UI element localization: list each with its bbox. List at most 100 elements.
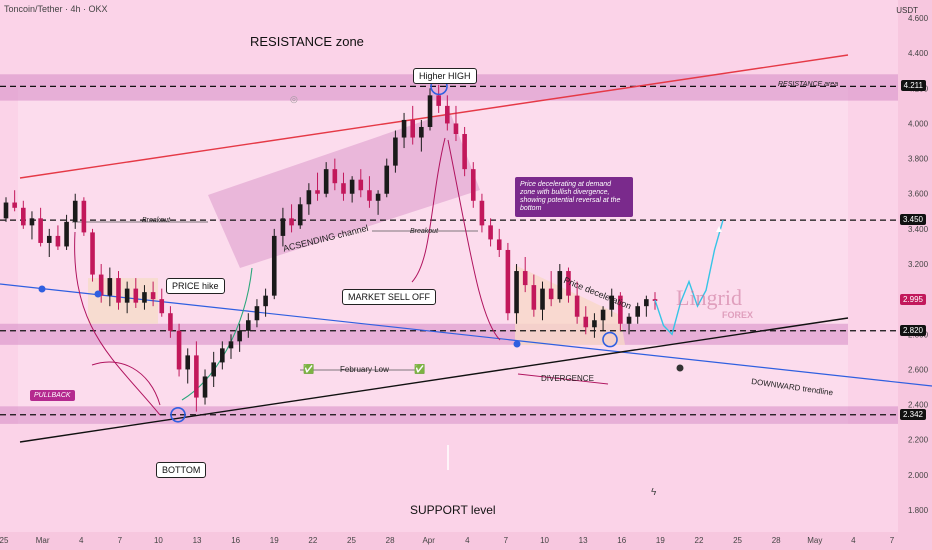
candle-body-10 [90, 232, 95, 275]
currency-label: USDT [896, 6, 918, 15]
higher-high-label: Higher HIGH [413, 68, 477, 84]
candle-body-38 [332, 169, 338, 184]
candle-body-34 [297, 204, 303, 226]
candle-body-73 [635, 306, 640, 317]
candle-body-24 [211, 362, 216, 377]
x-tick-8: 22 [308, 536, 317, 545]
candle-body-25 [220, 348, 225, 363]
candle-body-55 [479, 200, 485, 226]
shaded-region [18, 86, 848, 424]
candle-body-39 [341, 183, 346, 194]
check-icon-left: ✅ [303, 364, 315, 374]
x-tick-21: May [807, 536, 822, 545]
price-tag-4: 2.342 [899, 408, 926, 420]
marker-dot-1 [94, 290, 102, 298]
candle-body-57 [496, 239, 502, 250]
candle-body-56 [488, 225, 493, 240]
candle-body-59 [514, 271, 519, 314]
projection-path [654, 219, 724, 336]
y-tick-1: 4.400 [908, 49, 929, 58]
x-tick-6: 16 [231, 536, 240, 545]
candle-body-2 [21, 207, 26, 226]
x-tick-7: 19 [270, 536, 279, 545]
time-axis-background [0, 532, 898, 550]
candle-body-64 [557, 271, 563, 300]
x-tick-22: 4 [851, 536, 856, 545]
analysis-note: Price decelerating at demand zone with b… [515, 177, 633, 218]
resistance-area-label: RESISTANCE area [778, 81, 839, 88]
candle-body-49 [427, 95, 433, 127]
candle-body-43 [375, 193, 381, 201]
lightning-icon[interactable]: ϟ [651, 487, 657, 498]
x-tick-23: 7 [890, 536, 895, 545]
eye-marker [676, 364, 684, 372]
candle-body-27 [237, 330, 242, 342]
x-tick-9: 25 [347, 536, 356, 545]
candle-body-29 [254, 306, 260, 321]
symbol-title: Toncoin/Tether · 4h · OKX [4, 4, 108, 14]
x-tick-10: 28 [386, 536, 395, 545]
candle-body-11 [98, 274, 104, 296]
support-level-label: SUPPORT level [410, 503, 496, 517]
x-tick-3: 7 [118, 536, 123, 545]
candle-body-7 [64, 221, 69, 247]
candle-body-5 [46, 235, 52, 243]
candle-body-9 [81, 200, 87, 233]
y-tick-5: 3.600 [908, 190, 929, 199]
candle-body-67 [583, 316, 589, 328]
candle-body-8 [72, 200, 78, 222]
candle-body-16 [142, 292, 147, 303]
candle-body-63 [548, 288, 554, 300]
candle-body-58 [505, 249, 511, 314]
candle-body-13 [116, 278, 121, 303]
x-tick-1: Mar [36, 536, 50, 545]
candle-body-61 [531, 285, 537, 310]
candle-body-35 [306, 190, 312, 205]
candle-body-20 [176, 330, 182, 370]
x-tick-4: 10 [154, 536, 163, 545]
candle-body-69 [600, 309, 606, 321]
price-tag-2: 2.995 [899, 294, 926, 306]
x-tick-20: 28 [772, 536, 781, 545]
divergence-circle [602, 331, 618, 348]
x-tick-15: 13 [579, 536, 588, 545]
pullback-arrow [74, 231, 161, 416]
candle-body-31 [271, 235, 277, 296]
y-tick-0: 4.600 [908, 14, 929, 23]
price-axis-background [898, 0, 932, 550]
marker-dot-2 [513, 340, 521, 348]
demand-zone-band [0, 323, 848, 345]
february-low-label: February Low [340, 365, 389, 374]
candle-body-46 [401, 119, 407, 138]
price-tag-3: 2.820 [899, 324, 926, 336]
candle-body-17 [150, 292, 156, 300]
candle-body-28 [245, 320, 251, 331]
x-tick-17: 19 [656, 536, 665, 545]
y-tick-6: 3.400 [908, 225, 929, 234]
candle-body-4 [38, 218, 43, 243]
y-tick-13: 1.800 [908, 506, 929, 515]
candle-body-71 [618, 295, 623, 324]
candle-body-14 [124, 288, 130, 303]
x-tick-18: 22 [695, 536, 704, 545]
x-tick-16: 16 [617, 536, 626, 545]
x-tick-0: 25 [0, 536, 9, 545]
y-tick-9: 2.600 [908, 365, 929, 374]
candle-body-70 [609, 295, 615, 310]
x-tick-11: Apr [422, 536, 435, 545]
candle-body-36 [315, 190, 320, 194]
candle-body-19 [168, 313, 173, 331]
check-icon-right: ✅ [414, 364, 426, 374]
candle-body-65 [566, 271, 571, 296]
x-tick-12: 4 [465, 536, 470, 545]
market-sell-off-label: MARKET SELL OFF [342, 289, 437, 305]
candle-body-68 [592, 320, 597, 328]
x-tick-2: 4 [79, 536, 84, 545]
candle-body-23 [202, 376, 208, 398]
price-hike-label: PRICE hike [166, 278, 225, 294]
divergence-line [517, 373, 609, 385]
price-tag-0: 4.211 [900, 80, 926, 92]
marker-dot-0 [38, 285, 46, 293]
